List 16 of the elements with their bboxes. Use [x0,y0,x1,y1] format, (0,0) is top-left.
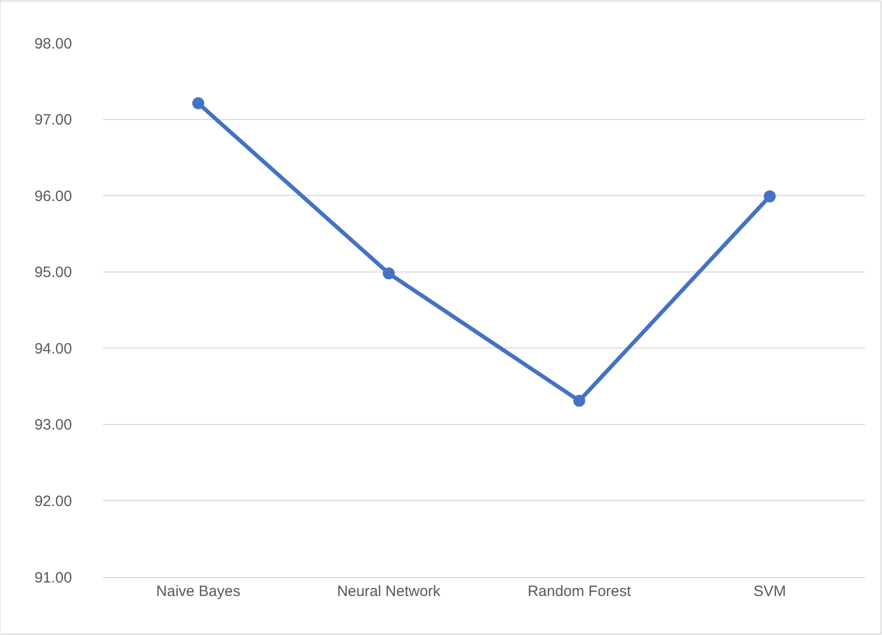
x-tick-label: Neural Network [337,583,441,600]
y-tick-label: 97.00 [34,112,72,129]
y-tick-label: 92.00 [34,492,72,510]
point [382,267,395,280]
x-tick-label: SVM [753,583,786,600]
x-tick-label: Random Forest [528,583,632,600]
y-tick-label: 96.00 [34,188,72,205]
point [764,190,776,202]
y-tick-label: 94.00 [34,340,72,358]
y-tick-label: 91.00 [34,569,72,586]
y-tick-label: 95.00 [34,264,72,282]
x-tick-label: Naive Bayes [156,583,240,600]
y-tick-label: 93.00 [34,416,72,434]
y-tick-label: 98.00 [34,35,72,52]
point [192,97,204,110]
point [573,394,586,407]
